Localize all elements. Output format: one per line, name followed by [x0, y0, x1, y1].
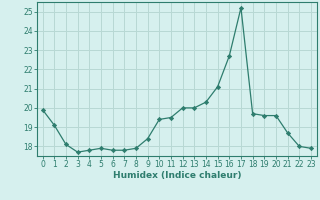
X-axis label: Humidex (Indice chaleur): Humidex (Indice chaleur) [113, 171, 241, 180]
